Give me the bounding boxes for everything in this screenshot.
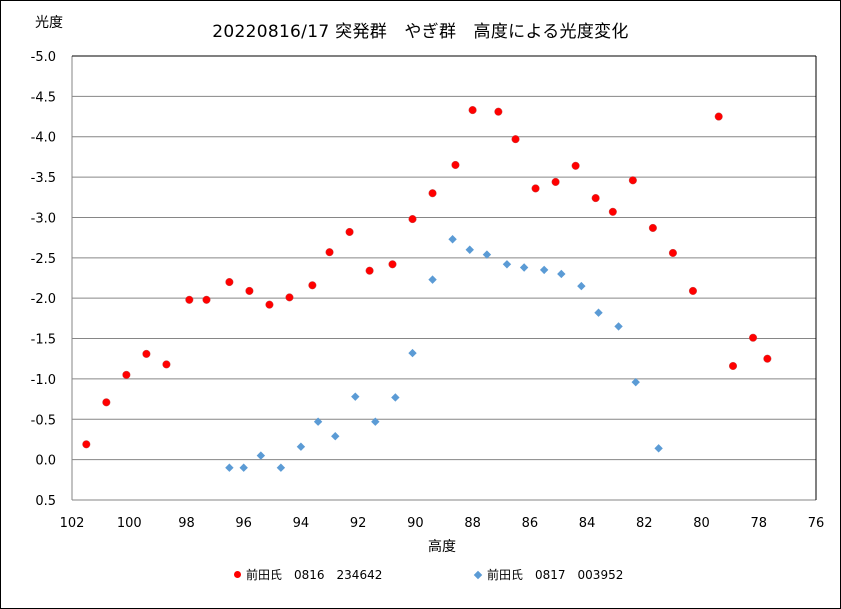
data-point xyxy=(557,269,566,279)
x-tick-label: 94 xyxy=(293,516,310,531)
data-point xyxy=(388,260,397,269)
data-point xyxy=(351,392,360,401)
data-point xyxy=(428,275,437,284)
data-point xyxy=(631,377,640,387)
x-tick-label: 76 xyxy=(808,516,825,531)
x-tick-label: 86 xyxy=(522,516,539,531)
x-tick-label: 88 xyxy=(464,516,481,531)
x-tick-label: 78 xyxy=(750,516,767,531)
data-point xyxy=(482,250,492,259)
chart-title: 20220816/17 突発群 やぎ群 高度による光度変化 xyxy=(212,22,629,42)
data-point xyxy=(239,463,248,472)
data-point xyxy=(628,176,637,185)
y-axis-label: 光度 xyxy=(35,15,63,31)
legend-item-series-1: 前田氏 0816 234642 xyxy=(234,566,382,583)
x-tick-label: 80 xyxy=(693,516,710,531)
y-tick-label: -5.0 xyxy=(31,50,56,65)
data-point xyxy=(551,177,560,186)
data-point xyxy=(185,295,194,304)
y-tick-label: -2.5 xyxy=(31,252,56,267)
y-tick-label: -1.0 xyxy=(31,373,56,388)
data-point xyxy=(428,189,437,198)
x-tick-label: 92 xyxy=(350,516,367,531)
data-point xyxy=(82,440,91,449)
data-point xyxy=(142,349,151,358)
data-point xyxy=(225,463,234,472)
data-point xyxy=(648,223,657,232)
data-point xyxy=(468,106,477,115)
data-point xyxy=(654,444,663,453)
y-tick-label: 0.0 xyxy=(35,454,56,469)
data-point xyxy=(285,293,294,302)
data-point xyxy=(714,112,723,121)
data-point xyxy=(102,398,111,407)
data-point xyxy=(122,370,131,379)
data-point xyxy=(245,286,254,295)
data-point xyxy=(749,333,758,342)
data-point xyxy=(502,260,512,269)
y-tick-label: -3.0 xyxy=(31,211,56,226)
data-point xyxy=(577,281,586,291)
legend-label: 前田氏 0817 003952 xyxy=(487,568,624,582)
data-point xyxy=(594,308,603,317)
data-point xyxy=(608,207,617,216)
data-point xyxy=(511,135,520,144)
data-point xyxy=(308,281,317,290)
y-tick-label: 0.5 xyxy=(35,494,56,509)
y-tick-label: -2.0 xyxy=(31,292,56,307)
data-point xyxy=(325,248,334,257)
series-2 xyxy=(225,235,663,472)
x-tick-label: 102 xyxy=(60,516,85,531)
data-point xyxy=(408,215,417,224)
x-tick-label: 84 xyxy=(579,516,596,531)
data-point xyxy=(202,295,211,304)
x-tick-label: 82 xyxy=(636,516,653,531)
data-point xyxy=(688,286,697,295)
data-point xyxy=(448,235,457,244)
data-point xyxy=(763,354,772,363)
data-point xyxy=(365,266,374,275)
data-point xyxy=(265,300,274,309)
x-axis-label: 高度 xyxy=(428,539,456,555)
data-point xyxy=(371,417,380,426)
data-point xyxy=(391,393,400,402)
data-point xyxy=(296,442,306,451)
y-tick-label: -4.0 xyxy=(31,131,56,146)
data-point xyxy=(408,348,417,358)
legend-item-series-2: 前田氏 0817 003952 xyxy=(473,566,624,583)
data-point xyxy=(276,463,286,472)
data-point xyxy=(225,278,234,287)
y-tick-label: -4.5 xyxy=(31,90,56,105)
diamond-marker-icon xyxy=(473,570,483,579)
data-point xyxy=(539,265,549,275)
data-point xyxy=(729,361,738,370)
data-point xyxy=(531,184,540,193)
y-tick-label: -3.5 xyxy=(31,171,56,186)
data-point xyxy=(614,322,623,331)
data-point xyxy=(571,161,580,170)
data-point xyxy=(591,194,600,203)
x-tick-label: 90 xyxy=(407,516,424,531)
data-point xyxy=(519,263,529,272)
data-point xyxy=(162,360,171,369)
circle-marker-icon xyxy=(234,571,241,578)
y-tick-label: -1.5 xyxy=(31,333,56,348)
series-1 xyxy=(82,106,772,449)
legend-label: 前田氏 0816 234642 xyxy=(246,568,383,582)
data-point xyxy=(668,248,677,257)
y-tick-label: -0.5 xyxy=(31,413,56,428)
x-tick-label: 96 xyxy=(235,516,252,531)
x-tick-label: 100 xyxy=(117,516,142,531)
data-point xyxy=(256,451,266,460)
x-tick-label: 98 xyxy=(178,516,195,531)
data-point xyxy=(465,245,474,254)
data-point xyxy=(494,107,503,116)
data-point xyxy=(313,417,323,426)
data-point xyxy=(331,432,340,441)
data-point xyxy=(451,160,460,169)
data-point xyxy=(345,227,354,236)
